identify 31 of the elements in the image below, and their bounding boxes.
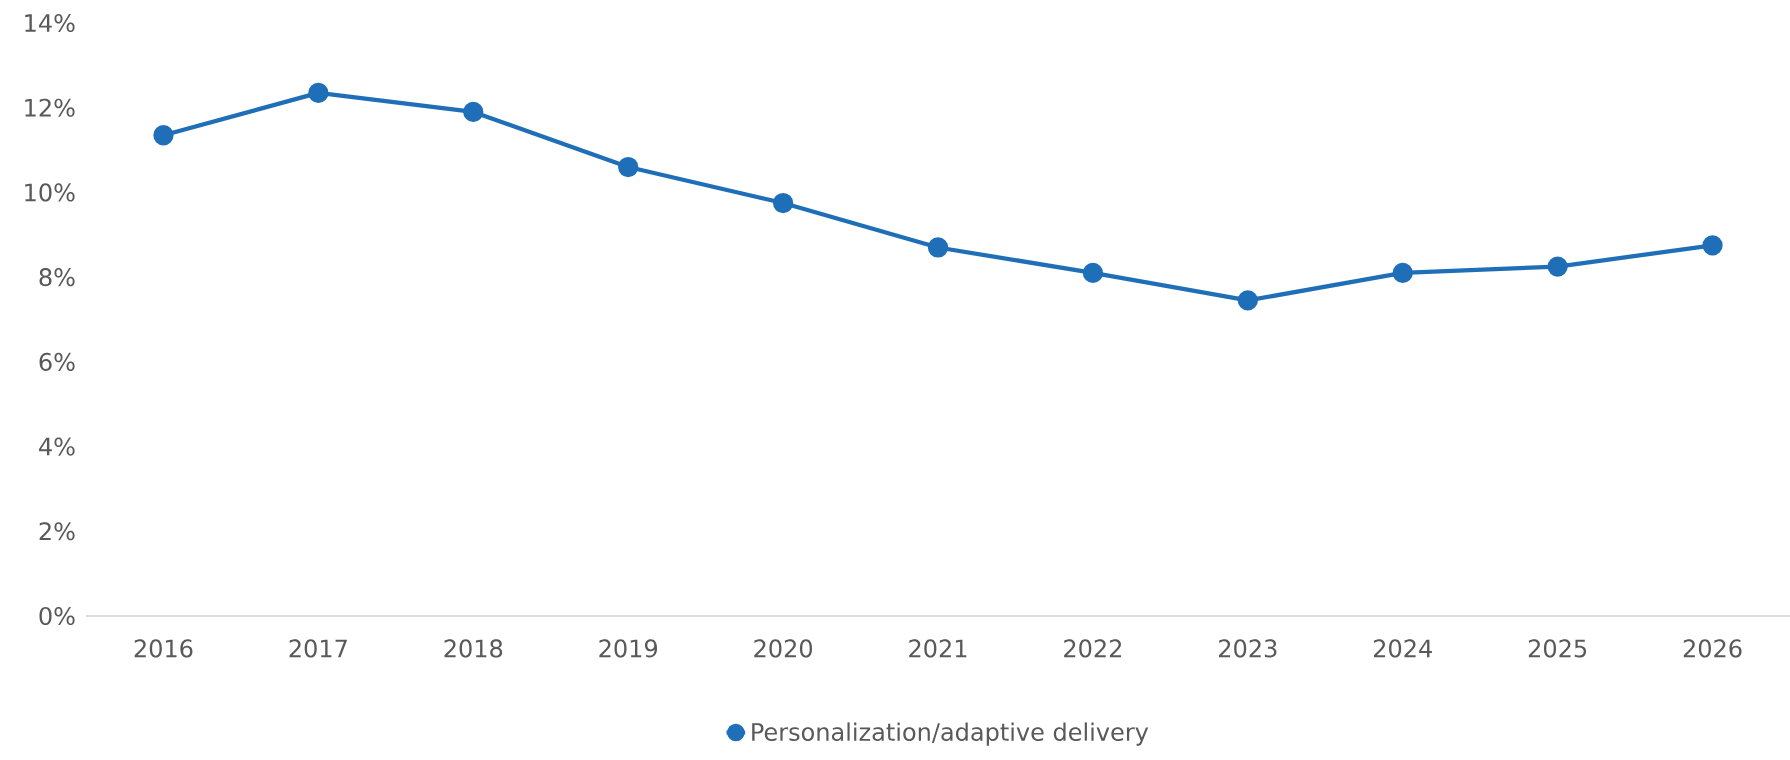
- y-tick-label: 14%: [25, 13, 75, 33]
- point: [927, 237, 949, 258]
- y-tick-label: 10%: [25, 183, 75, 202]
- x-tick-label: 2023: [1219, 639, 1277, 658]
- y-tick-label: 12%: [25, 98, 75, 117]
- y-tick-label: 8%: [39, 268, 75, 287]
- x-tick-label: 2016: [134, 639, 193, 658]
- x-tick-label: 2024: [1373, 639, 1432, 658]
- legend-label: Personalization/adaptive delivery: [752, 722, 1149, 746]
- point: [308, 82, 329, 104]
- y-tick-label: 0%: [39, 606, 75, 626]
- x-tick-label: 2017: [289, 639, 347, 658]
- point: [1392, 262, 1413, 284]
- point: [1702, 235, 1723, 256]
- point: [772, 192, 794, 214]
- point: [463, 101, 484, 123]
- x-tick-label: 2018: [444, 639, 503, 658]
- point: [618, 156, 639, 178]
- point: [153, 125, 174, 146]
- x-tick-label: 2020: [754, 639, 813, 658]
- y-tick-label: 4%: [39, 437, 75, 456]
- x-tick-label: 2025: [1528, 639, 1587, 658]
- point: [1082, 262, 1104, 284]
- x-tick-label: 2021: [909, 639, 967, 658]
- point: [1547, 256, 1568, 277]
- point: [1237, 290, 1258, 311]
- x-tick-label: 2019: [599, 639, 658, 658]
- x-tick-label: 2026: [1683, 639, 1742, 658]
- x-tick-label: 2022: [1064, 639, 1122, 658]
- y-tick-label: 2%: [39, 522, 75, 541]
- y-tick-label: 6%: [39, 352, 75, 371]
